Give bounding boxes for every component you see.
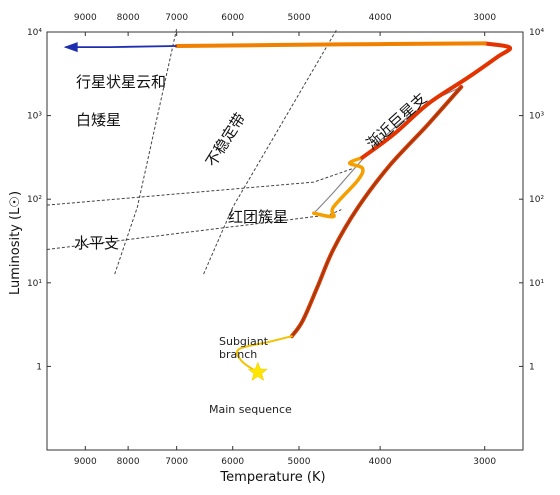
track-red-clump [312,155,365,219]
y-tick-label-left: 1 [36,362,42,372]
track-red-giant-branch-core [291,86,462,337]
annotation-branch: branch [219,348,257,361]
x-tick-label-bottom: 5000 [288,457,311,467]
annotation-planetary-nebula: 行星状星云和 [76,73,166,91]
x-tick-label-bottom: 3000 [473,457,496,467]
track-to-white-dwarf [65,45,177,48]
annotation-white-dwarf: 白矮星 [76,111,121,129]
annotation-subgiant: Subgiant [219,335,269,348]
annotation-instability-strip: 不稳定带 [202,110,249,170]
dashed-line-instability-strip-right [203,28,338,275]
y-tick-label-right: 10⁴ [529,28,544,38]
y-tick-label-right: 10³ [529,112,544,122]
annotation-main-sequence: Main sequence [209,403,292,416]
x-tick-label-top: 5000 [288,13,311,23]
x-axis-title: Temperature (K) [219,470,325,485]
y-tick-label-right: 10² [529,195,544,205]
x-tick-label-top: 6000 [221,13,244,23]
y-tick-label-right: 1 [529,362,535,372]
evolution-track [63,41,513,381]
track-subgiant [236,335,293,374]
annotation-asymptotic-giant-branch: 渐近巨星支 [363,89,431,153]
dashed-line-horizontal-branch-upper [46,167,354,206]
y-axis-title: Luminosity (L☉) [8,191,23,295]
x-tick-label-bottom: 6000 [221,457,244,467]
x-tick-label-top: 3000 [473,13,496,23]
x-tick-label-bottom: 8000 [117,457,140,467]
x-tick-label-bottom: 4000 [369,457,392,467]
axis-ticks: 9000 9000 8000 8000 7000 7000 6000 6000 5000 5000… [27,13,545,467]
x-tick-label-top: 8000 [117,13,140,23]
main-sequence-star-icon [247,361,268,381]
x-tick-label-bottom: 9000 [74,457,97,467]
track-red-giant-branch [289,85,464,339]
annotation-red-clump: 红团簇星 [228,208,288,226]
y-tick-label-left: 10⁴ [27,28,42,38]
x-tick-label-bottom: 7000 [165,457,188,467]
x-tick-label-top: 7000 [165,13,188,23]
y-tick-label-left: 10¹ [27,279,42,289]
y-tick-label-right: 10¹ [529,279,544,289]
annotations: 行星状星云和 白矮星 不稳定带 渐近巨星支 红团簇星 水平支 Subgiant … [74,73,430,416]
x-tick-label-top: 9000 [74,13,97,23]
arrowhead-icon [63,42,78,53]
track-asymptotic-giant-branch [360,41,513,160]
y-tick-label-left: 10³ [27,112,42,122]
x-tick-label-top: 4000 [369,13,392,23]
dashed-line-instability-strip-left [114,28,178,275]
dashed-guide-lines [46,28,354,275]
track-post-agb [174,41,487,48]
track-helium-flash [313,86,462,214]
y-tick-label-left: 10² [27,195,42,205]
plot-frame [46,31,524,451]
annotation-horizontal-branch: 水平支 [74,234,119,252]
